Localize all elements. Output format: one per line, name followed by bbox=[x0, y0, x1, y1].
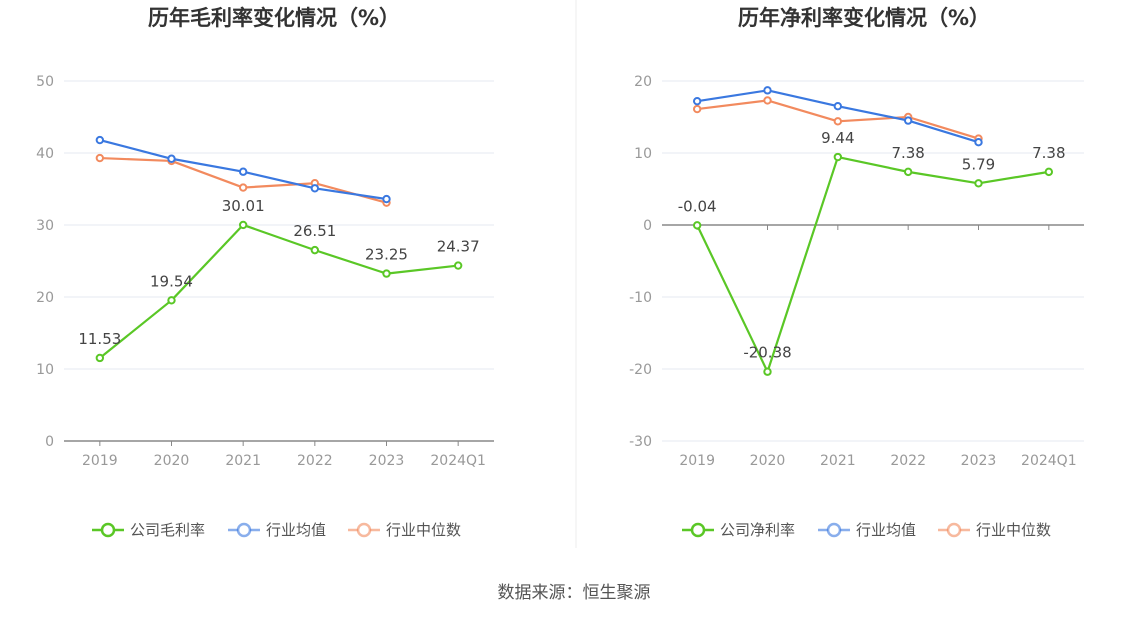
data-label: 11.53 bbox=[78, 330, 121, 348]
data-point-industry_avg bbox=[382, 194, 391, 204]
data-point-company bbox=[974, 179, 983, 188]
data-point-industry_avg bbox=[310, 184, 320, 193]
legend-marker-company bbox=[100, 522, 116, 538]
x-tick-label: 2022 bbox=[297, 453, 333, 469]
data-point-industry_median bbox=[692, 104, 702, 114]
data-point-company bbox=[1044, 167, 1054, 177]
data-label: 7.38 bbox=[1032, 144, 1065, 162]
data-point-industry_avg bbox=[833, 102, 843, 111]
data-label: 23.25 bbox=[365, 246, 408, 264]
data-point-company bbox=[238, 220, 248, 230]
data-label: -20.38 bbox=[743, 344, 791, 362]
data-point-industry_median bbox=[833, 117, 843, 126]
data-point-industry_median bbox=[238, 183, 248, 192]
data-point-industry_avg bbox=[95, 135, 105, 145]
legend-marker-company bbox=[690, 522, 706, 538]
data-point-industry_avg bbox=[903, 116, 913, 125]
data-point-industry_avg bbox=[974, 138, 983, 147]
legend-label: 行业中位数 bbox=[386, 521, 461, 539]
legend-marker-industry_median bbox=[356, 522, 372, 538]
data-label: 30.01 bbox=[222, 197, 265, 215]
x-tick-label: 2020 bbox=[154, 453, 190, 469]
data-source: 数据来源：恒生聚源 bbox=[498, 583, 651, 603]
legend-marker-industry_avg bbox=[236, 522, 252, 538]
data-point-industry_median bbox=[95, 153, 105, 163]
x-tick-label: 2024Q1 bbox=[430, 453, 486, 469]
x-tick-label: 2021 bbox=[225, 453, 261, 469]
data-point-company bbox=[382, 269, 391, 278]
data-label: 24.37 bbox=[437, 238, 480, 256]
series-line-company bbox=[696, 155, 1050, 373]
data-point-industry_avg bbox=[238, 167, 248, 176]
data-point-company bbox=[453, 261, 463, 270]
data-point-industry_avg bbox=[167, 154, 176, 163]
x-tick-label: 2021 bbox=[820, 453, 856, 469]
data-point-company bbox=[167, 296, 176, 305]
data-label: -0.04 bbox=[678, 197, 717, 215]
legend-label: 行业均值 bbox=[856, 521, 916, 539]
data-point-company bbox=[692, 221, 702, 230]
legend-label: 行业中位数 bbox=[976, 521, 1051, 539]
chart-title: 历年毛利率变化情况（%） bbox=[148, 6, 400, 30]
legend-label: 行业均值 bbox=[266, 521, 326, 539]
x-tick-label: 2022 bbox=[890, 453, 926, 469]
data-point-industry_avg bbox=[763, 86, 772, 95]
data-label: 7.38 bbox=[891, 144, 924, 162]
series-line-company bbox=[99, 223, 459, 359]
chart-title: 历年净利率变化情况（%） bbox=[738, 6, 990, 30]
y-tick-label: 20 bbox=[36, 290, 54, 306]
data-point-company bbox=[310, 245, 320, 255]
legend-marker-industry_median bbox=[946, 522, 962, 538]
data-point-company bbox=[903, 167, 913, 177]
data-point-company bbox=[763, 367, 772, 376]
y-tick-label: -30 bbox=[629, 434, 652, 450]
net-margin-chart: 历年净利率变化情况（%） -30 -20 -10 0 10 20 2019 2020 2021 20… bbox=[629, 6, 1084, 539]
data-point-company bbox=[95, 353, 105, 363]
y-tick-label: 50 bbox=[36, 74, 54, 90]
x-tick-label: 2023 bbox=[369, 453, 405, 469]
y-tick-label: 10 bbox=[634, 146, 652, 162]
data-point-industry_median bbox=[763, 96, 772, 105]
y-tick-label: 0 bbox=[643, 218, 652, 234]
data-point-industry_avg bbox=[692, 96, 702, 106]
legend-marker-industry_avg bbox=[826, 522, 842, 538]
gross-margin-chart: 历年毛利率变化情况（%） 0 10 20 30 40 50 2019 2020 2021 2022 2… bbox=[36, 6, 494, 539]
legend-label: 公司净利率 bbox=[720, 521, 795, 539]
y-tick-label: 40 bbox=[36, 146, 54, 162]
data-label: 26.51 bbox=[293, 222, 336, 240]
data-point-company bbox=[833, 152, 843, 162]
y-tick-label: -20 bbox=[629, 362, 652, 378]
y-tick-label: 20 bbox=[634, 74, 652, 90]
x-tick-label: 2020 bbox=[750, 453, 786, 469]
x-tick-label: 2019 bbox=[82, 453, 118, 469]
x-tick-label: 2024Q1 bbox=[1021, 453, 1077, 469]
data-label: 9.44 bbox=[821, 129, 854, 147]
y-tick-label: 0 bbox=[45, 434, 54, 450]
x-tick-label: 2019 bbox=[679, 453, 715, 469]
data-label: 19.54 bbox=[150, 272, 193, 290]
legend-label: 公司毛利率 bbox=[130, 521, 205, 539]
y-tick-label: -10 bbox=[629, 290, 652, 306]
data-label: 5.79 bbox=[962, 155, 995, 173]
y-tick-label: 10 bbox=[36, 362, 54, 378]
x-tick-label: 2023 bbox=[961, 453, 997, 469]
y-tick-label: 30 bbox=[36, 218, 54, 234]
